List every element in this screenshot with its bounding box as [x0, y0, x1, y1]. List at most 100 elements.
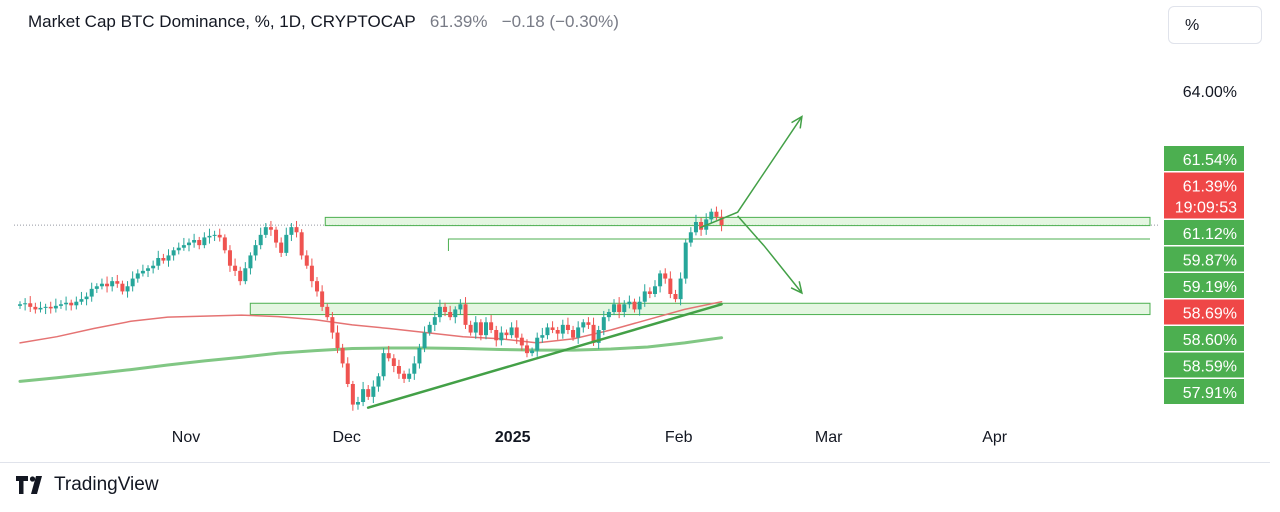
price-label-bg	[1164, 146, 1244, 171]
candle	[576, 321, 581, 344]
percent-scale-button[interactable]: %	[1168, 6, 1262, 44]
price-label-bg	[1164, 246, 1244, 272]
zone-line-2	[447, 238, 1150, 251]
candle	[361, 381, 366, 407]
candle	[330, 312, 335, 339]
candle-body	[161, 258, 166, 261]
candle	[484, 317, 489, 340]
candle	[524, 339, 529, 358]
x-axis-label-nov: Nov	[172, 429, 200, 446]
candle-body	[642, 291, 647, 302]
candle	[509, 322, 514, 339]
price-label-value: 61.39%	[1183, 179, 1237, 196]
candle	[519, 333, 524, 351]
candle	[166, 249, 171, 267]
candle	[274, 226, 279, 248]
footer-divider	[0, 462, 1270, 463]
candle	[504, 329, 509, 340]
candle	[427, 321, 432, 336]
candle	[555, 326, 560, 340]
candle-body	[146, 268, 151, 271]
candle	[647, 287, 652, 299]
candle-body	[268, 227, 273, 230]
candle-body	[94, 286, 99, 289]
candle	[668, 271, 673, 299]
candle-body	[197, 240, 202, 246]
moving-average-slow	[18, 336, 724, 383]
candle-body	[325, 306, 330, 318]
candle	[499, 326, 504, 346]
candle-body	[110, 281, 115, 287]
candle	[458, 299, 463, 315]
candle-body	[207, 235, 212, 238]
candle-body	[591, 324, 596, 343]
candle	[350, 380, 355, 411]
candle	[463, 297, 468, 329]
candle	[622, 300, 627, 318]
chart-canvas[interactable]: Nov Dec 2025 Feb Mar Apr 64.00% 61.54% 61.39% 19:…	[0, 0, 1280, 462]
candle	[222, 234, 227, 254]
candle	[535, 332, 540, 357]
candle	[161, 253, 166, 264]
x-axis-label-dec: Dec	[332, 429, 360, 446]
price-label-61-54: 61.54%	[1164, 146, 1244, 171]
price-label-bg	[1164, 220, 1244, 245]
candle-body	[38, 307, 43, 310]
price-label-bg	[1164, 273, 1244, 298]
candle-body	[227, 250, 232, 266]
candle	[304, 250, 309, 269]
candle-body	[693, 222, 698, 233]
candle-body	[437, 306, 442, 318]
candle	[197, 236, 202, 250]
candle-body	[606, 312, 611, 318]
price-label-value: 58.59%	[1183, 359, 1237, 376]
candle-body	[181, 245, 186, 248]
x-axis-label-apr: Apr	[982, 429, 1008, 446]
candle-body	[212, 234, 217, 236]
candle-body	[340, 348, 345, 364]
candle-body	[514, 327, 519, 338]
price-label-value: 57.91%	[1183, 385, 1237, 402]
zone-1	[249, 302, 1151, 316]
candle	[38, 301, 43, 313]
candle	[248, 252, 253, 275]
tradingview-brand[interactable]: TradingView	[16, 474, 159, 496]
candle	[89, 282, 94, 302]
candle	[258, 227, 263, 250]
price-label-61-39: 61.39% 19:09:53	[1164, 172, 1244, 219]
price-label-57-91: 57.91%	[1164, 379, 1244, 404]
candle	[238, 266, 243, 286]
candle-body	[565, 324, 570, 330]
candle-body	[202, 237, 207, 246]
candle	[658, 270, 663, 293]
candle	[663, 268, 668, 284]
candle	[688, 227, 693, 247]
price-label-value: 61.12%	[1183, 226, 1237, 243]
symbol-title: Market Cap BTC Dominance, %, 1D, CRYPTOC…	[28, 12, 416, 31]
candle-body	[617, 304, 622, 312]
candle	[407, 368, 412, 382]
candle-body	[320, 291, 325, 307]
candle-body	[714, 211, 719, 217]
candle-body	[366, 389, 371, 397]
candle-body	[427, 324, 432, 333]
candle-body	[345, 363, 350, 384]
candle-body	[115, 281, 120, 284]
candle-body	[484, 322, 489, 336]
price-label-58-59: 58.59%	[1164, 352, 1244, 378]
candle	[28, 296, 33, 312]
candle	[617, 297, 622, 319]
candle-body	[18, 304, 22, 306]
candle	[627, 295, 632, 309]
candle	[693, 214, 698, 236]
candle-body	[453, 309, 458, 318]
candle	[652, 280, 657, 298]
candle-body	[719, 216, 724, 226]
candle-body	[499, 332, 504, 341]
candle	[714, 206, 719, 220]
support-trendline	[366, 303, 723, 409]
candle	[494, 325, 499, 347]
candle	[33, 302, 38, 314]
candle	[678, 272, 683, 306]
candle	[489, 315, 494, 334]
